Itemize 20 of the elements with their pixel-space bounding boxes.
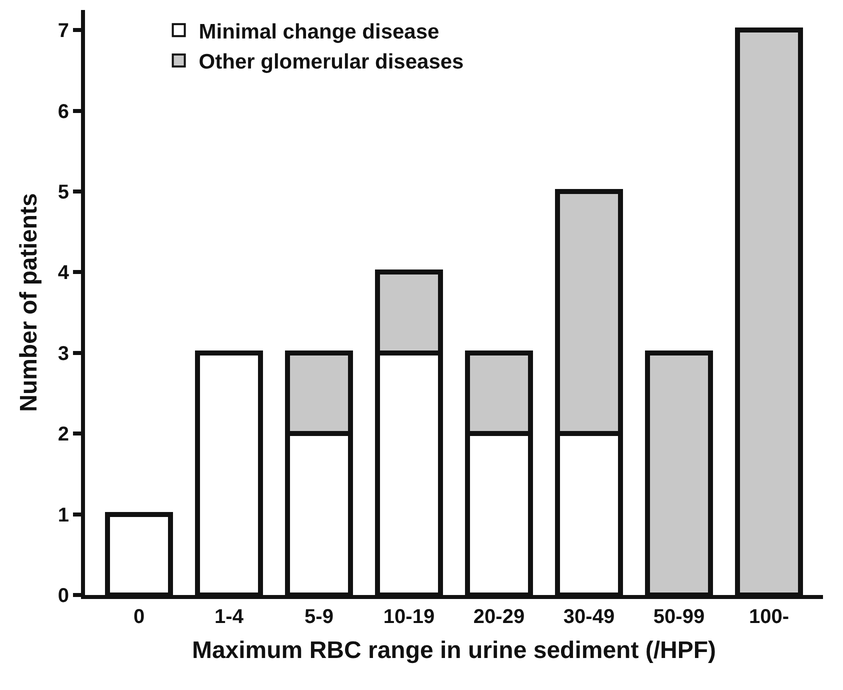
legend-label: Minimal change disease [198, 20, 440, 44]
x-tick-label: 5-9 [304, 606, 334, 628]
x-tick-label: 1-4 [214, 606, 244, 628]
legend-label: Other glomerular diseases [198, 50, 464, 74]
x-tick-label: 30-49 [563, 606, 615, 628]
x-tick-label: 20-29 [473, 606, 525, 628]
x-tick-label: 10-19 [383, 606, 435, 628]
x-tick-label: 100- [748, 606, 790, 628]
y-tick-label: 6 [58, 100, 69, 123]
x-tick-label: 0 [133, 606, 145, 628]
x-axis-title: Maximum RBC range in urine sediment (/HPF) [192, 636, 716, 664]
y-tick-label: 4 [58, 262, 70, 284]
y-tick-label: 2 [58, 424, 69, 446]
y-tick-label: 1 [58, 504, 69, 526]
y-tick-label: 3 [58, 342, 69, 365]
y-tick-label: 5 [58, 182, 69, 204]
x-tick-label: 50-99 [653, 606, 705, 628]
y-tick-label: 7 [58, 20, 69, 42]
y-tick-label: 0 [58, 585, 69, 607]
y-axis-title: Number of patients [15, 193, 42, 412]
